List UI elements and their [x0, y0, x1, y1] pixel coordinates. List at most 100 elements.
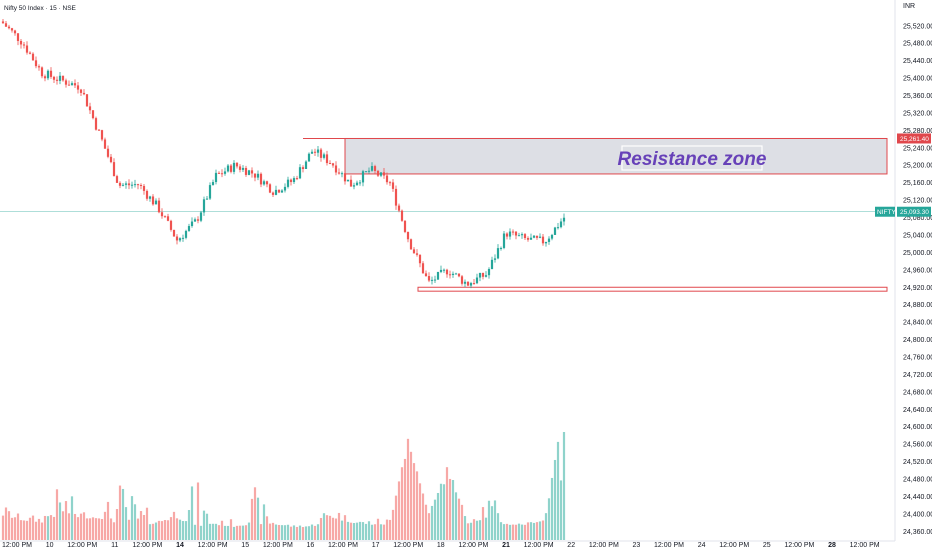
candle	[382, 172, 386, 176]
y-tick-label: 24,360.00	[903, 529, 932, 536]
volume-bar	[547, 498, 551, 540]
x-tick-label: 22	[567, 542, 575, 549]
candle	[451, 273, 455, 275]
y-tick-label: 25,040.00	[903, 232, 932, 239]
candle	[109, 156, 113, 163]
candle	[244, 167, 248, 175]
volume-bar	[346, 521, 350, 540]
candle	[199, 212, 203, 221]
volume-bar	[538, 521, 542, 540]
candle	[25, 45, 29, 53]
candle	[499, 247, 503, 249]
volume-bar	[286, 524, 290, 540]
candle	[250, 170, 254, 174]
volume-bar	[40, 522, 44, 540]
y-tick-label: 24,960.00	[903, 267, 932, 274]
volume-bar	[463, 516, 467, 540]
candle	[61, 75, 65, 81]
candle	[202, 199, 206, 213]
volume-bar	[337, 512, 341, 540]
volume-bar	[217, 525, 221, 540]
candle	[175, 236, 179, 241]
current-price-tag-text: 25,093.30	[900, 209, 929, 216]
x-tick-label: 10	[46, 542, 54, 549]
candle	[520, 234, 524, 236]
volume-bar	[28, 517, 32, 540]
ticker-tag-bg	[875, 206, 895, 217]
volume-bar	[388, 519, 392, 540]
volume-bar	[4, 507, 8, 540]
volume-bar	[31, 515, 35, 540]
current-price-tag-bg	[897, 206, 931, 217]
volume-bar	[496, 513, 500, 540]
candle	[535, 235, 539, 238]
volume-bar	[484, 517, 488, 540]
candle	[37, 66, 41, 68]
resistance-zone-label: Resistance zone	[618, 145, 767, 171]
volume-bar	[505, 523, 509, 540]
zones: Resistance zone	[303, 137, 888, 292]
volume-bar	[421, 493, 425, 540]
candle	[178, 238, 182, 241]
volume-bar	[88, 518, 92, 540]
resistance-price-tag-text: 25,261.40	[900, 136, 929, 143]
candle	[256, 173, 260, 178]
x-tick-label: 21	[502, 542, 510, 549]
candle	[373, 166, 377, 171]
candle	[394, 188, 398, 206]
candle	[358, 182, 362, 184]
candle	[16, 33, 20, 41]
volume-bar	[358, 521, 362, 540]
grid	[0, 0, 896, 542]
x-tick-label: 23	[633, 542, 641, 549]
volume-bar	[457, 498, 461, 540]
volume-bar	[352, 523, 356, 540]
volume-bar	[181, 521, 185, 540]
volume-bar	[16, 513, 20, 540]
candle	[151, 196, 155, 205]
candle	[532, 235, 536, 238]
volume-bar	[13, 517, 17, 540]
candle	[502, 233, 506, 248]
candle	[31, 53, 35, 61]
candle	[4, 23, 8, 27]
volume-bar	[91, 517, 95, 540]
y-tick-label: 25,360.00	[903, 93, 932, 100]
candle	[79, 89, 83, 93]
volume-bar	[454, 492, 458, 540]
y-tick-label: 24,520.00	[903, 459, 932, 466]
candle	[325, 154, 329, 164]
candle	[295, 178, 299, 180]
volume-bar	[112, 522, 116, 540]
candle	[553, 227, 557, 235]
candle	[184, 230, 188, 238]
candle	[433, 279, 437, 281]
volume-bar	[409, 451, 413, 540]
volume-bar	[274, 524, 278, 540]
volume-bar	[70, 496, 74, 540]
volume-bar	[259, 524, 263, 540]
candle	[331, 163, 335, 166]
volume-bar	[25, 520, 29, 540]
candle	[340, 173, 344, 175]
candle	[343, 173, 347, 182]
volume-bar	[232, 526, 236, 540]
candle	[100, 130, 104, 140]
volume-bar	[415, 471, 419, 540]
candle	[448, 274, 452, 276]
y-tick-label: 25,000.00	[903, 250, 932, 257]
candle	[211, 182, 215, 186]
candle	[226, 165, 230, 172]
candle	[277, 189, 281, 193]
candle	[355, 182, 359, 186]
x-tick-label: 12:00 PM	[263, 542, 293, 549]
volume-bar	[184, 521, 188, 540]
x-tick-label: 24	[698, 542, 706, 549]
x-tick-label: 12:00 PM	[328, 542, 358, 549]
candle	[391, 182, 395, 189]
candle	[370, 166, 374, 171]
x-tick-label: 12:00 PM	[784, 542, 814, 549]
volume-bar	[160, 521, 164, 540]
candle	[364, 171, 368, 173]
